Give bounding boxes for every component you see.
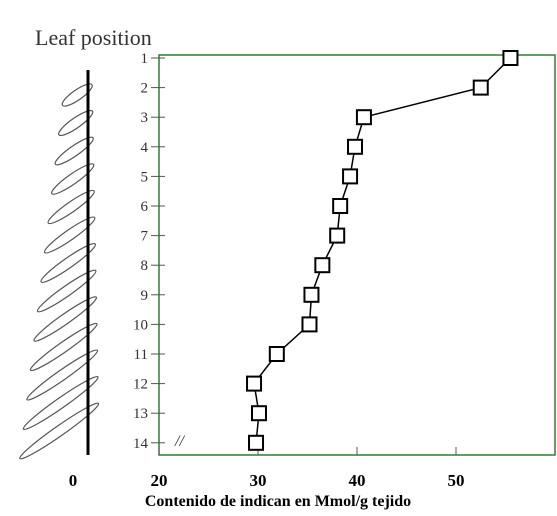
y-tick-label: 9 xyxy=(141,288,149,304)
marker xyxy=(301,316,318,333)
marker xyxy=(246,375,263,392)
x-tick-label: 0 xyxy=(69,471,78,490)
leaf-drawing xyxy=(19,83,100,460)
leaf xyxy=(47,189,95,225)
y-tick-label: 11 xyxy=(134,347,148,363)
leaf xyxy=(58,109,94,137)
marker xyxy=(472,79,489,96)
marker xyxy=(248,434,265,451)
x-tick-label: 20 xyxy=(151,471,168,490)
leaf xyxy=(54,136,94,166)
x-tick-label: 30 xyxy=(250,471,267,490)
leaf xyxy=(19,402,100,460)
x-tick-label: 40 xyxy=(349,471,366,490)
leaf xyxy=(29,322,98,372)
y-tick-label: 7 xyxy=(141,229,149,245)
leaf xyxy=(43,216,96,254)
y-tick-label: 1 xyxy=(141,51,149,67)
x-axis-title: Contenido de indican en Mmol/g tejido xyxy=(145,493,411,510)
leaf xyxy=(33,296,98,342)
y-tick-label: 4 xyxy=(141,140,149,156)
axis-break: // xyxy=(174,433,185,450)
y-tick-label: 12 xyxy=(133,377,148,393)
y-tick-label: 14 xyxy=(133,436,149,452)
leaf xyxy=(51,163,95,195)
y-tick-label: 3 xyxy=(141,110,149,126)
marker xyxy=(250,405,267,422)
marker xyxy=(268,346,285,362)
x-tick-label: 50 xyxy=(448,471,465,490)
y-tick-label: 6 xyxy=(141,199,149,215)
leaf xyxy=(36,269,97,313)
marker xyxy=(329,227,346,244)
leaf xyxy=(26,349,99,401)
y-tick-label: 8 xyxy=(141,258,149,274)
marker xyxy=(314,257,331,274)
marker xyxy=(303,286,320,303)
marker xyxy=(332,198,349,214)
leaf xyxy=(22,375,99,431)
marker xyxy=(502,50,519,66)
y-tick-label: 2 xyxy=(141,81,149,97)
marker xyxy=(347,138,364,155)
y-axis-title: Leaf position xyxy=(35,25,152,50)
marker xyxy=(355,109,372,126)
leaf xyxy=(40,243,96,283)
y-tick-label: 5 xyxy=(141,169,149,185)
marker xyxy=(342,168,359,185)
leaf xyxy=(61,83,93,107)
y-tick-label: 13 xyxy=(133,406,148,422)
y-tick-label: 10 xyxy=(133,317,148,333)
